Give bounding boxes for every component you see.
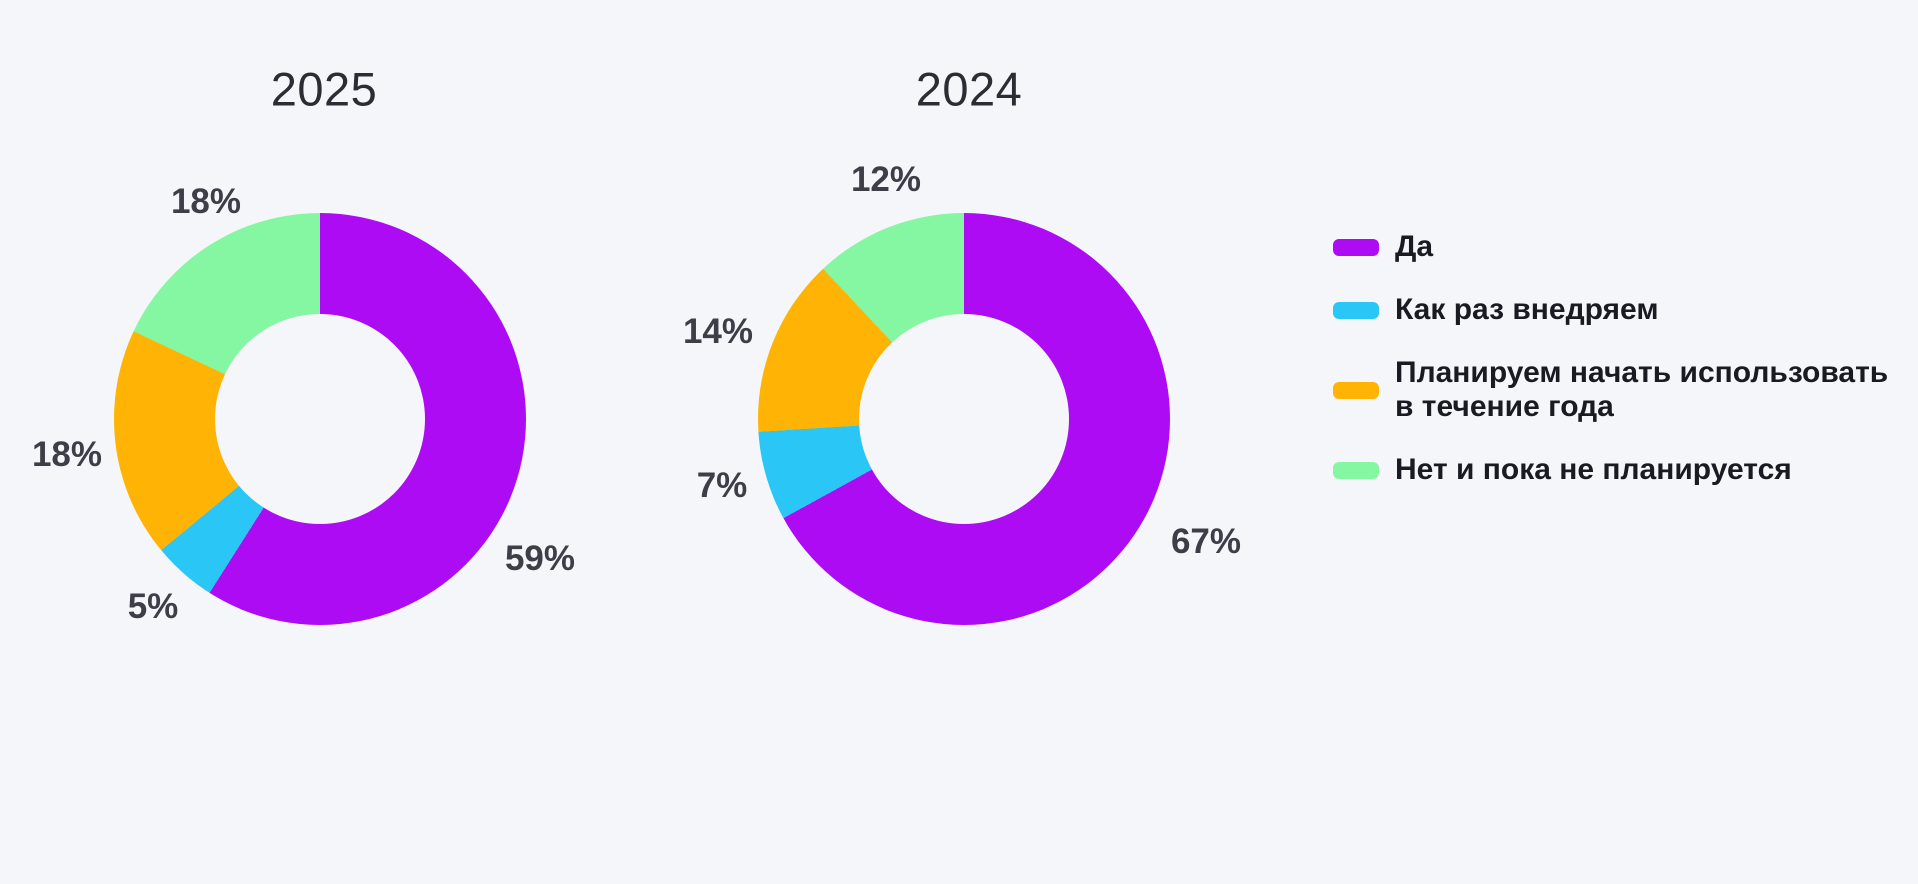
legend-swatch-implementing — [1333, 301, 1379, 319]
label-2024-yes: 67% — [1170, 522, 1242, 561]
label-2025-planning: 18% — [31, 435, 103, 474]
legend-label-yes: Да — [1395, 230, 1434, 263]
legend-label-planning: Планируем начать использовать в течение … — [1395, 356, 1889, 423]
label-2024-no: 12% — [850, 160, 922, 199]
label-2024-planning: 14% — [682, 312, 754, 351]
donut-hole-2024 — [859, 314, 1069, 524]
donut-hole-2025 — [215, 314, 425, 524]
legend-swatch-planning — [1333, 381, 1379, 399]
legend-label-no: Нет и пока не планируется — [1395, 453, 1792, 486]
label-2025-yes: 59% — [504, 539, 576, 578]
label-2025-implementing: 5% — [127, 587, 179, 626]
legend-swatch-no — [1333, 461, 1379, 479]
legend-swatch-yes — [1333, 238, 1379, 256]
chart-title-2025: 2025 — [270, 62, 378, 116]
chart-legend: Да Как раз внедряем Планируем начать исп… — [1333, 230, 1910, 487]
donut-chart-2024 — [758, 213, 1170, 625]
legend-label-implementing: Как раз внедряем — [1395, 293, 1659, 326]
legend-row-planning: Планируем начать использовать в течение … — [1333, 356, 1910, 424]
label-2024-implementing: 7% — [696, 466, 748, 505]
label-2025-no: 18% — [170, 182, 242, 221]
donut-chart-2025 — [114, 213, 526, 625]
chart-title-2024: 2024 — [915, 62, 1023, 116]
legend-row-no: Нет и пока не планируется — [1333, 453, 1910, 487]
legend-row-implementing: Как раз внедряем — [1333, 293, 1910, 327]
legend-row-yes: Да — [1333, 230, 1910, 264]
